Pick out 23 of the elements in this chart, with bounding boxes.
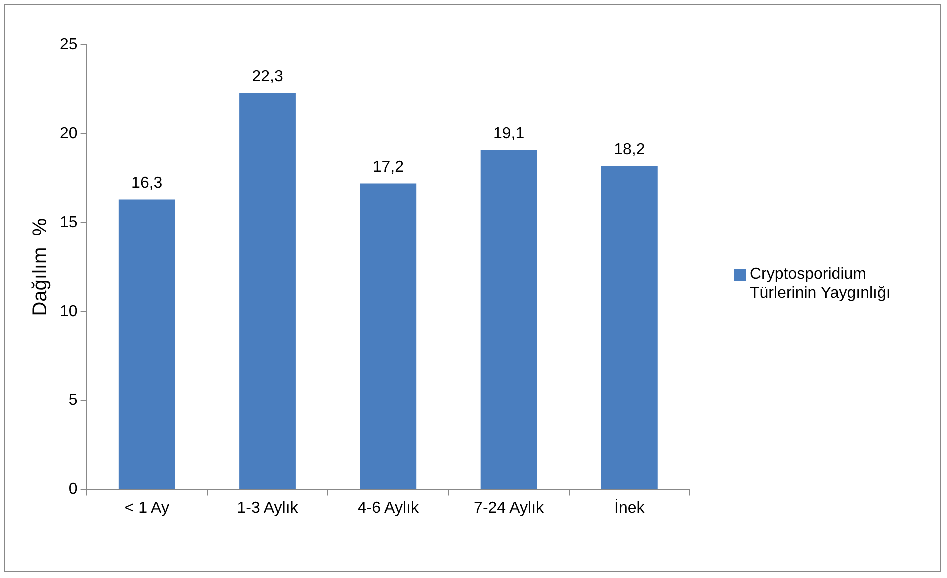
x-tick-label: 4-6 Aylık xyxy=(358,500,420,517)
text: 17,2 xyxy=(372,159,404,176)
y-tick-label: 25 xyxy=(60,36,78,54)
x-tick-label: 1-3 Aylık xyxy=(237,500,300,517)
bar xyxy=(240,93,296,490)
legend-label: Cryptosporidium Türlerinin Yaygınlığı xyxy=(750,265,892,303)
bar xyxy=(601,166,658,490)
bar xyxy=(118,200,176,490)
bar xyxy=(360,184,417,490)
text: 18,2 xyxy=(614,141,646,158)
y-tick-label: 10 xyxy=(60,303,78,320)
x-tick-label: 7-24 Aylık xyxy=(474,500,546,517)
text: 22,3 xyxy=(252,68,284,86)
y-tick-label: 20 xyxy=(60,125,78,142)
x-tick-label: İnek xyxy=(614,498,646,517)
y-tick-label: 5 xyxy=(68,392,78,410)
y-axis-title: Dağılım % xyxy=(30,218,52,316)
x-tick-label: < 1 Ay xyxy=(124,500,170,517)
text: 16,3 xyxy=(132,175,163,192)
bar xyxy=(480,150,538,490)
y-tick-label: 0 xyxy=(68,481,78,498)
text: 19,1 xyxy=(493,125,525,142)
y-tick-label: 15 xyxy=(60,214,78,232)
